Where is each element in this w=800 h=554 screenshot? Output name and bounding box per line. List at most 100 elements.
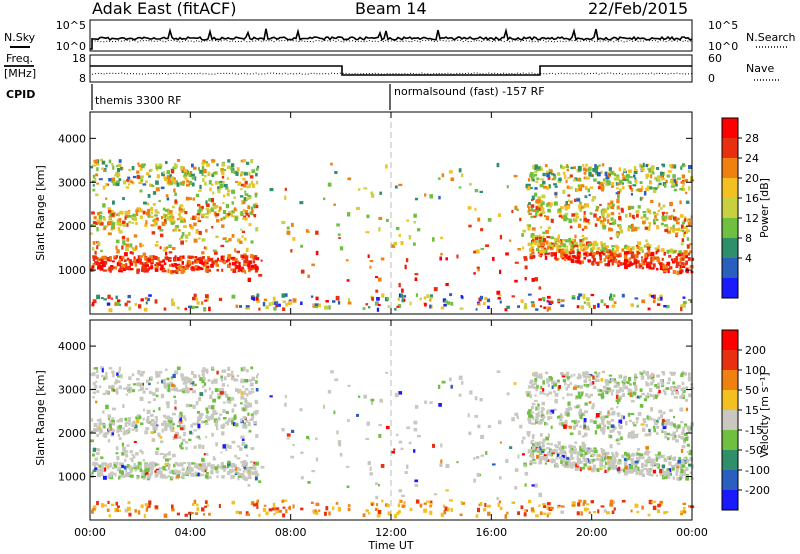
velocity-cell <box>551 380 555 385</box>
power-cell <box>246 185 250 189</box>
velocity-cell <box>196 467 199 470</box>
velocity-cell <box>96 374 99 379</box>
power-cell <box>219 183 224 189</box>
velocity-cell <box>103 504 107 507</box>
velocity-cell <box>148 500 152 505</box>
power-cell <box>184 169 188 173</box>
power-cell <box>672 250 676 254</box>
power-cell <box>528 206 531 211</box>
power-cell <box>619 188 622 193</box>
power-cell <box>688 299 691 301</box>
power-cell <box>684 179 689 183</box>
power-cell <box>547 202 551 206</box>
power-cell <box>170 169 175 174</box>
power-cell <box>286 230 291 235</box>
power-cell <box>92 257 95 262</box>
velocity-cell <box>579 385 583 389</box>
velocity-cell <box>550 451 555 455</box>
velocity-cell <box>581 441 585 447</box>
velocity-cell <box>620 414 624 420</box>
power-cell <box>115 255 119 259</box>
velocity-cell <box>602 427 606 431</box>
colorbar-segment <box>722 330 738 350</box>
velocity-cell <box>597 509 600 514</box>
velocity-cell <box>378 423 382 427</box>
power-cell <box>93 216 97 220</box>
power-cell <box>539 305 543 308</box>
power-cell <box>583 176 587 180</box>
power-cell <box>111 210 114 213</box>
colorbar-segment <box>722 178 738 198</box>
velocity-cell <box>668 422 672 425</box>
velocity-cell <box>250 388 254 391</box>
velocity-cell <box>131 421 136 424</box>
velocity-cell <box>582 374 586 378</box>
velocity-cell <box>400 447 404 450</box>
velocity-cell <box>118 424 122 429</box>
velocity-cell <box>631 430 635 435</box>
velocity-cell <box>174 434 178 439</box>
velocity-cell <box>199 392 204 397</box>
power-cell <box>607 256 610 260</box>
velocity-cell <box>525 391 528 395</box>
power-cell <box>605 246 608 251</box>
power-cell <box>106 183 110 186</box>
velocity-cell <box>645 423 648 428</box>
y-tick-label: 1000 <box>58 471 86 484</box>
power-cell <box>208 180 212 185</box>
power-cell <box>223 168 227 171</box>
velocity-cell <box>136 382 140 387</box>
power-cell <box>147 214 151 218</box>
power-cell <box>155 180 159 185</box>
power-cell <box>251 208 254 212</box>
power-cell <box>107 207 111 210</box>
power-cell <box>215 262 218 267</box>
velocity-cell <box>118 474 123 478</box>
velocity-cell <box>631 421 636 425</box>
power-cell <box>406 258 409 263</box>
velocity-cell <box>123 449 127 454</box>
velocity-cell <box>112 466 116 470</box>
velocity-cell <box>129 450 133 454</box>
power-cell <box>668 266 673 270</box>
velocity-cell <box>139 468 143 473</box>
power-cell <box>534 242 537 246</box>
power-cell <box>553 174 556 178</box>
velocity-cell <box>237 388 242 391</box>
power-cell <box>584 245 589 250</box>
power-cell <box>581 243 585 247</box>
power-cell <box>137 207 141 210</box>
velocity-cell <box>579 467 582 472</box>
velocity-cell <box>546 447 550 450</box>
velocity-cell <box>232 422 236 426</box>
power-cell <box>146 298 150 302</box>
velocity-cell <box>164 476 168 479</box>
power-cell <box>131 247 136 250</box>
power-cell <box>236 265 239 269</box>
power-cell <box>599 216 602 219</box>
velocity-cell <box>561 463 565 467</box>
power-cell <box>594 243 598 247</box>
velocity-cell <box>556 379 560 382</box>
power-cell <box>540 207 545 211</box>
power-cell <box>609 254 613 258</box>
power-cell <box>684 218 687 222</box>
velocity-cell <box>135 428 139 432</box>
power-cell <box>645 187 649 191</box>
velocity-cell <box>169 417 173 422</box>
velocity-cell <box>248 474 252 478</box>
velocity-cell <box>536 450 540 453</box>
power-cell <box>684 164 687 167</box>
velocity-cell <box>167 475 170 478</box>
velocity-cell <box>517 511 520 515</box>
power-cell <box>167 180 171 184</box>
power-cell <box>336 223 340 227</box>
velocity-cell <box>601 370 606 374</box>
velocity-cell <box>307 437 310 441</box>
velocity-cell <box>134 509 138 513</box>
velocity-cell <box>660 429 664 432</box>
power-cell <box>641 262 645 266</box>
velocity-cell <box>96 463 99 466</box>
power-cell <box>127 294 131 299</box>
velocity-cell <box>533 399 538 403</box>
